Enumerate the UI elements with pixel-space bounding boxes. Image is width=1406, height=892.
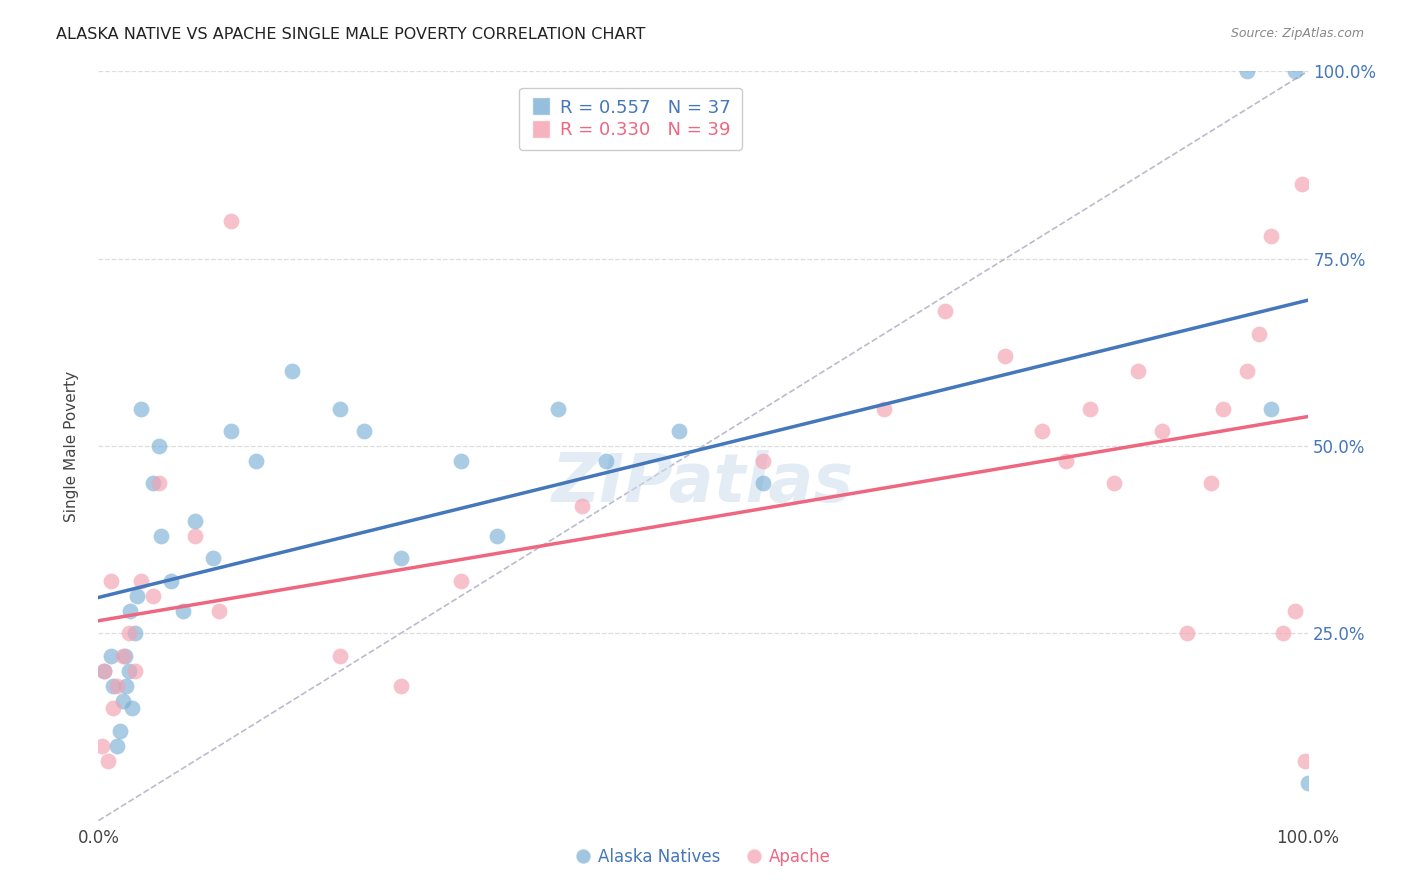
Point [101,701,124,715]
Point [1078,401,1101,416]
Point [160,574,183,588]
Point [934,304,956,318]
Point [1128,364,1150,378]
Point [595,454,617,468]
Text: ZIPatlas: ZIPatlas [553,450,853,516]
Legend: Alaska Natives, Apache: Alaska Natives, Apache [568,841,838,872]
Point [105,679,128,693]
Point [202,551,225,566]
Point [127,589,149,603]
Point [1260,401,1282,416]
Point [148,476,170,491]
Point [281,364,304,378]
Point [148,439,170,453]
Point [1102,476,1125,491]
Point [1272,626,1295,640]
Point [93,664,115,678]
Point [1284,604,1306,618]
Point [114,648,136,663]
Point [1054,454,1077,468]
Point [1260,229,1282,244]
Point [668,424,690,438]
Point [111,694,134,708]
Point [1296,776,1319,790]
Y-axis label: Single Male Poverty: Single Male Poverty [65,370,79,522]
Point [1199,476,1222,491]
Point [547,401,569,416]
Text: Source: ZipAtlas.com: Source: ZipAtlas.com [1230,27,1364,40]
Point [1294,754,1316,768]
Point [1031,424,1053,438]
Point [111,648,134,663]
Point [329,648,352,663]
Point [1152,424,1174,438]
Point [150,529,173,543]
Point [118,664,141,678]
Point [121,701,143,715]
Point [1249,326,1271,341]
Point [1212,401,1234,416]
Point [752,476,775,491]
Point [221,214,243,228]
Point [1236,364,1258,378]
Text: ALASKA NATIVE VS APACHE SINGLE MALE POVERTY CORRELATION CHART: ALASKA NATIVE VS APACHE SINGLE MALE POVE… [56,27,645,42]
Point [142,589,165,603]
Point [994,349,1017,363]
Point [1284,64,1306,78]
Point [1291,177,1313,191]
Point [873,401,896,416]
Point [353,424,375,438]
Point [124,664,146,678]
Point [389,679,412,693]
Point [221,424,243,438]
Point [101,679,124,693]
Point [184,529,207,543]
Point [208,604,231,618]
Point [752,454,775,468]
Point [93,664,115,678]
Point [329,401,352,416]
Point [1236,64,1258,78]
Point [91,739,114,753]
Point [172,604,194,618]
Point [184,514,207,528]
Point [142,476,165,491]
Point [97,754,120,768]
Point [129,401,152,416]
Point [100,648,122,663]
Point [450,574,472,588]
Point [118,604,141,618]
Point [245,454,267,468]
Point [100,574,122,588]
Point [108,723,131,738]
Point [389,551,412,566]
Point [486,529,509,543]
Point [115,679,138,693]
Point [118,626,141,640]
Point [105,739,128,753]
Point [1175,626,1198,640]
Point [124,626,146,640]
Point [571,499,593,513]
Point [450,454,472,468]
Point [129,574,152,588]
